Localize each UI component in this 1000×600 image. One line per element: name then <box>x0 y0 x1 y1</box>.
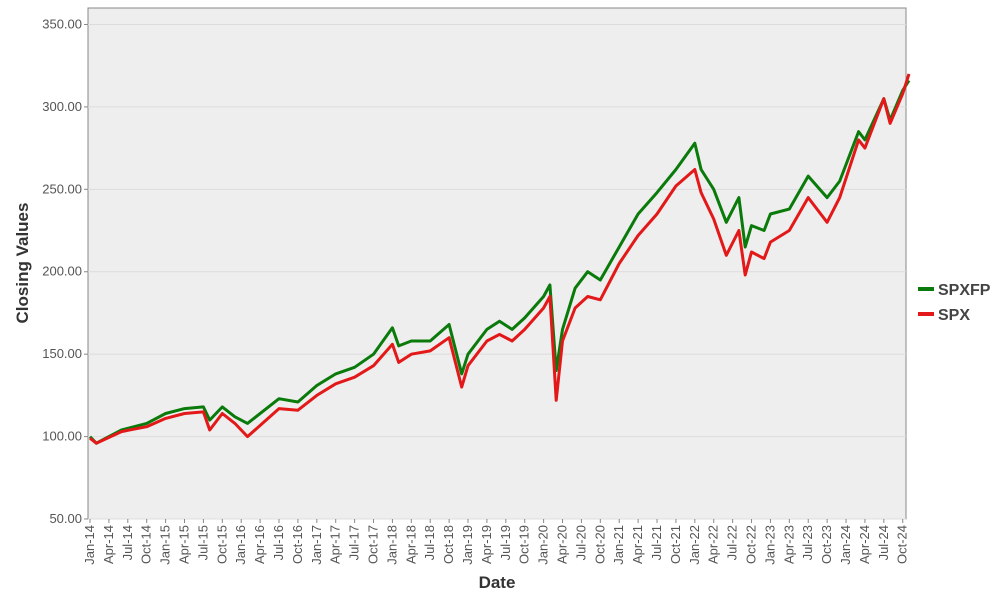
plot-area <box>87 7 907 520</box>
x-tick-label: Oct-17 <box>366 525 381 564</box>
x-tick-label: Jul-18 <box>422 525 437 560</box>
x-tick-label: Jul-20 <box>573 525 588 560</box>
x-tick-label: Jul-24 <box>876 525 891 560</box>
x-tick-label: Oct-21 <box>668 525 683 564</box>
x-tick-label: Apr-21 <box>630 525 645 564</box>
x-axis: Jan-14 Apr-14 Jul-14 Oct-14 Jan-15 Apr-15 Jul-… <box>82 519 910 565</box>
x-tick-label: Oct-15 <box>214 525 229 564</box>
y-axis: 50.00 100.00 150.00 200.00 250.00 300.00 350.0… <box>42 16 88 526</box>
series-line-spx <box>89 73 911 445</box>
x-tick-label: Oct-20 <box>592 525 607 564</box>
x-tick-label: Jan-14 <box>82 525 97 565</box>
x-tick-label: Jul-15 <box>195 525 210 560</box>
y-tick-label: 50.00 <box>49 511 82 526</box>
series-line-spxfp <box>88 79 911 445</box>
y-tick-label: 200.00 <box>42 264 82 279</box>
x-tick-label: Jan-23 <box>762 525 777 565</box>
legend-label-spxfp: SPXFP <box>938 282 991 299</box>
x-tick-label: Jan-17 <box>309 525 324 565</box>
x-tick-label: Jan-20 <box>536 525 551 565</box>
x-tick-label: Oct-19 <box>517 525 532 564</box>
legend: SPXFP SPX <box>918 282 991 324</box>
x-tick-label: Oct-22 <box>744 525 759 564</box>
x-tick-label: Jul-21 <box>649 525 664 560</box>
y-tick-label: 250.00 <box>42 181 82 196</box>
x-tick-label: Oct-23 <box>819 525 834 564</box>
legend-label-spx: SPX <box>938 307 970 324</box>
x-tick-label: Oct-14 <box>139 525 154 564</box>
x-tick-label: Jan-24 <box>838 525 853 565</box>
x-tick-label: Jan-21 <box>611 525 626 565</box>
x-tick-label: Jan-16 <box>233 525 248 565</box>
x-tick-label: Jan-22 <box>687 525 702 565</box>
x-tick-label: Oct-16 <box>290 525 305 564</box>
y-tick-label: 150.00 <box>42 346 82 361</box>
y-tick-label: 300.00 <box>42 99 82 114</box>
x-tick-label: Oct-24 <box>895 525 910 564</box>
x-tick-label: Jan-18 <box>384 525 399 565</box>
x-tick-label: Oct-18 <box>441 525 456 564</box>
x-tick-label: Apr-18 <box>403 525 418 564</box>
x-tick-label: Apr-20 <box>555 525 570 564</box>
x-tick-label: Apr-23 <box>781 525 796 564</box>
x-tick-label: Jul-19 <box>498 525 513 560</box>
x-tick-label: Apr-19 <box>479 525 494 564</box>
x-tick-label: Jul-16 <box>271 525 286 560</box>
x-tick-label: Apr-24 <box>857 525 872 564</box>
x-tick-label: Jul-14 <box>120 525 135 560</box>
y-tick-label: 100.00 <box>42 429 82 444</box>
x-tick-label: Jul-22 <box>725 525 740 560</box>
y-tick-label: 350.00 <box>42 16 82 31</box>
x-tick-label: Apr-22 <box>706 525 721 564</box>
x-tick-label: Jan-15 <box>158 525 173 565</box>
y-axis-title: Closing Values <box>13 203 32 324</box>
x-tick-label: Jul-17 <box>347 525 362 560</box>
series-layer <box>88 73 911 445</box>
x-axis-title: Date <box>479 573 516 592</box>
x-tick-label: Apr-17 <box>328 525 343 564</box>
x-tick-label: Apr-15 <box>177 525 192 564</box>
x-tick-label: Jan-19 <box>460 525 475 565</box>
gridlines <box>88 23 906 520</box>
x-tick-label: Apr-16 <box>252 525 267 564</box>
x-tick-label: Jul-23 <box>800 525 815 560</box>
x-tick-label: Apr-14 <box>101 525 116 564</box>
